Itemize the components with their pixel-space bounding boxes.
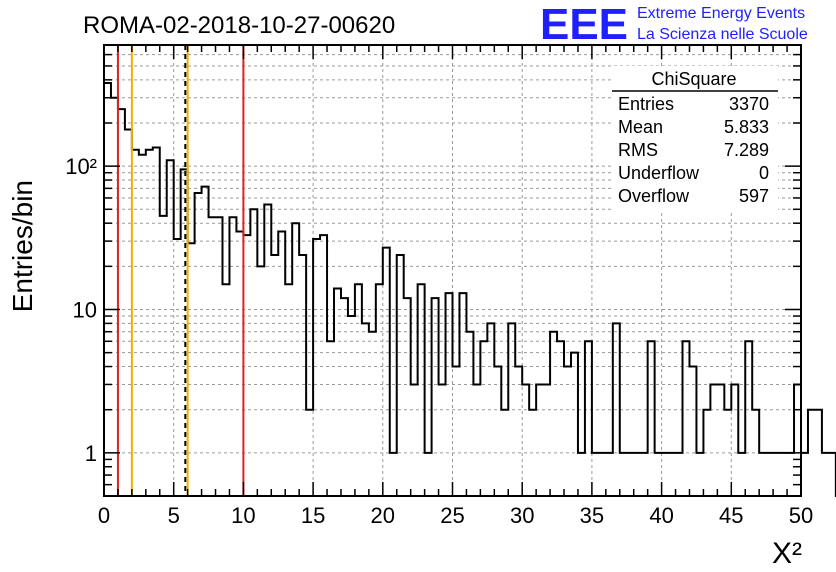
y-tick-label: 10 — [73, 297, 97, 322]
x-tick-label: 0 — [98, 503, 110, 528]
stats-box: ChiSquare Entries 3370 Mean 5.833 RMS 7.289 Un… — [612, 66, 778, 210]
x-tick-label: 50 — [789, 503, 813, 528]
histogram-bin — [829, 453, 836, 496]
stats-row-label: Entries — [618, 94, 674, 114]
histogram-bin — [801, 453, 808, 496]
histogram-bin — [815, 410, 822, 496]
stats-row-value: 3370 — [729, 94, 769, 114]
x-tick-label: 40 — [649, 503, 673, 528]
x-tick-label: 30 — [510, 503, 534, 528]
x-tick-label: 25 — [440, 503, 464, 528]
chart-title: ROMA-02-2018-10-27-00620 — [83, 12, 395, 39]
histogram-bin — [808, 410, 815, 496]
stats-title: ChiSquare — [651, 69, 736, 89]
x-tick-label: 10 — [231, 503, 255, 528]
x-tick-label: 20 — [371, 503, 395, 528]
stats-row-label: Mean — [618, 117, 663, 137]
brand-line-1: Extreme Energy Events — [637, 5, 805, 22]
marker-lines-layer — [116, 45, 245, 496]
stats-box-background — [612, 66, 778, 210]
brand-line-2: La Scienza nelle Scuole — [637, 26, 808, 43]
stats-row-label: Overflow — [618, 186, 690, 206]
stats-row-label: RMS — [618, 140, 658, 160]
stats-row-label: Underflow — [618, 163, 700, 183]
stats-row-value: 7.289 — [724, 140, 769, 160]
plot-frame — [103, 44, 802, 497]
x-tick-label: 5 — [168, 503, 180, 528]
x-tick-label: 45 — [719, 503, 743, 528]
y-tick-label: 10² — [65, 154, 97, 179]
stats-row-value: 5.833 — [724, 117, 769, 137]
stats-rows: Entries 3370 Mean 5.833 RMS 7.289 Underflow 0 Ov… — [618, 94, 769, 206]
stats-row-value: 597 — [739, 186, 769, 206]
x-axis-label: X² — [772, 537, 802, 570]
eee-branding: EEE Extreme Energy Events La Scienza nel… — [540, 0, 808, 49]
stats-row-value: 0 — [759, 163, 769, 183]
x-tick-label: 15 — [301, 503, 325, 528]
y-tick-label: 1 — [85, 441, 97, 466]
axis-ticks-layer: 0 5 10 15 20 25 30 35 40 45 50 1 10 10² — [65, 44, 813, 528]
x-tick-label: 35 — [580, 503, 604, 528]
histogram-bin — [822, 453, 829, 496]
y-axis-label: Entries/bin — [7, 180, 38, 312]
eee-logo: EEE — [540, 0, 628, 49]
grid-layer — [104, 45, 801, 496]
